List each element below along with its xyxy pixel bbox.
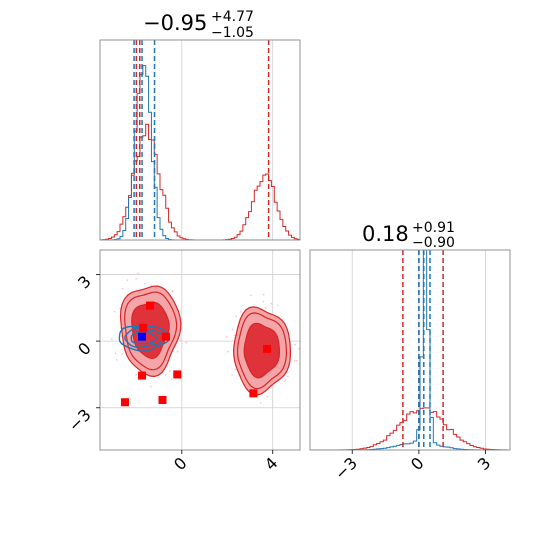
x-tick-label-p2: 0: [407, 453, 428, 474]
scatter-point: [126, 279, 129, 282]
x-tick-label-p1: 4: [261, 453, 282, 474]
scatter-point: [164, 373, 167, 376]
scatter-point: [185, 341, 188, 344]
title-p2-median: 0.18: [362, 222, 409, 246]
hist-p2-frame: [309, 249, 511, 451]
scatter-point: [262, 300, 265, 303]
hist-p1-frame: [99, 39, 301, 241]
scatter-point: [121, 353, 124, 355]
scatter-point: [170, 378, 173, 380]
scatter-point: [231, 328, 234, 331]
scatter-point: [234, 368, 236, 371]
scatter-point: [113, 310, 116, 313]
scatter-point: [171, 290, 174, 293]
red-square-marker: [139, 323, 148, 332]
scatter-point: [176, 350, 179, 353]
scatter-point: [293, 359, 296, 362]
scatter-point: [179, 339, 182, 341]
red-square-marker: [249, 389, 258, 398]
scatter-point: [286, 375, 289, 378]
scatter-point: [225, 336, 228, 338]
red-square-marker: [146, 301, 154, 310]
title-p2-plus: +0.91: [412, 220, 455, 236]
x-tick-label-p1: 0: [170, 453, 191, 474]
scatter-point: [233, 334, 236, 337]
red-contour-mid: [124, 291, 178, 371]
title-p1-plus: +4.77: [211, 9, 254, 25]
scatter-point: [227, 350, 229, 353]
blue-square-marker: [138, 332, 147, 341]
scatter-point: [115, 359, 118, 361]
y-tick-label-p2: −3: [65, 405, 95, 435]
scatter-point: [157, 376, 160, 379]
red-contour-mid: [236, 312, 287, 390]
scatter-point: [276, 304, 279, 307]
hist-p2-blue-series: [310, 250, 510, 450]
scatter-point: [270, 302, 273, 305]
scatter-point: [294, 343, 297, 346]
scatter-point: [295, 359, 298, 362]
title-p1-minus: −1.05: [211, 25, 254, 41]
joint-plot: [110, 272, 300, 407]
red-square-marker: [161, 332, 170, 341]
scatter-point: [231, 373, 234, 376]
scatter-point: [264, 306, 267, 309]
hist-p1-red-series: [100, 123, 300, 240]
red-square-marker: [138, 371, 147, 380]
scatter-point: [283, 380, 286, 383]
hist-p2-plot: [310, 250, 510, 450]
hist-p1-plot: [100, 40, 300, 240]
scatter-point: [150, 385, 152, 388]
scatter-point: [249, 294, 252, 297]
scatter-point: [135, 373, 137, 376]
scatter-point: [284, 378, 287, 381]
red-square-marker: [158, 396, 167, 404]
title-p1: −0.95 +4.77 −1.05: [143, 9, 254, 41]
blue-contour: [124, 327, 164, 348]
title-p1-median: −0.95: [143, 11, 207, 35]
scatter-point: [135, 277, 138, 280]
scatter-point: [239, 310, 242, 313]
scatter-point: [110, 338, 113, 341]
x-tick-label-p2: 3: [474, 453, 495, 474]
joint-frame: [99, 249, 301, 451]
red-square-marker: [121, 398, 129, 407]
red-square-marker: [173, 370, 182, 379]
hist-p1-grid: [181, 40, 274, 240]
scatter-point: [150, 284, 153, 287]
title-p2: 0.18 +0.91 −0.90: [362, 220, 455, 251]
scatter-point: [144, 282, 146, 285]
x-tick-label-p2: −3: [331, 453, 361, 483]
scatter-point: [235, 315, 237, 318]
scatter-point: [137, 272, 140, 275]
red-square-marker: [263, 344, 272, 353]
y-tick-label-p2: 0: [74, 339, 95, 360]
scatter-point: [114, 352, 117, 355]
scatter-point: [259, 402, 262, 405]
scatter-point: [169, 370, 171, 373]
y-tick-label-p2: 3: [74, 272, 95, 293]
scatter-point: [262, 293, 265, 296]
title-p2-minus: −0.90: [412, 235, 455, 251]
hist-p1-blue-series: [100, 65, 300, 240]
scatter-point: [121, 287, 124, 290]
red-contour-inner: [243, 322, 280, 379]
blue-contour: [130, 330, 158, 345]
scatter-point: [266, 395, 269, 398]
blue-contour: [118, 325, 171, 352]
